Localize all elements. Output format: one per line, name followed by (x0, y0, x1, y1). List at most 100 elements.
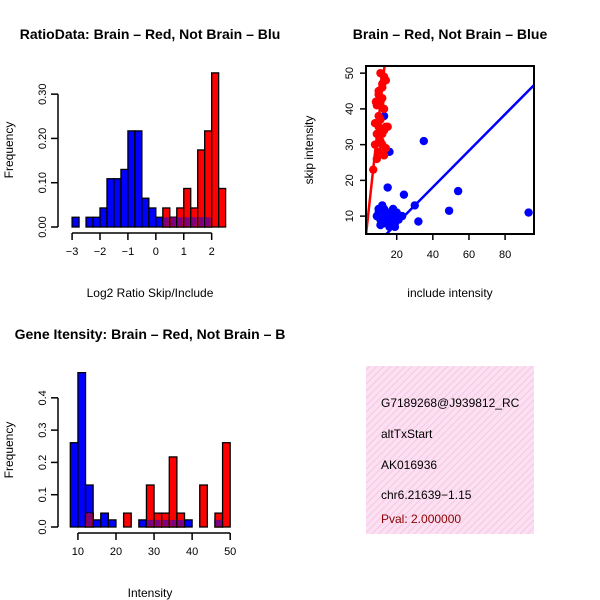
point-brain (383, 122, 392, 131)
bar-not-brain (106, 178, 115, 228)
point-not-brain (524, 208, 533, 217)
point-brain (378, 129, 387, 139)
intensity-histogram: Gene Itensity: Brain – Red, Not Brain – … (2, 326, 285, 600)
bar-overlap (163, 217, 169, 226)
bar-brain (168, 456, 178, 528)
bar-not-brain (138, 519, 148, 528)
point-not-brain (383, 183, 392, 192)
bar-not-brain (120, 168, 129, 228)
bar-not-brain (77, 371, 87, 528)
chart-title: Brain – Red, Not Brain – Blue (353, 26, 548, 42)
y-axis-label: skip intensity (302, 116, 316, 185)
y-axis-label: Frequency (2, 122, 16, 179)
x-tick-label: −2 (94, 246, 107, 258)
bar-overlap (162, 519, 169, 526)
y-tick-label: 0.4 (37, 390, 49, 405)
plot-frame (365, 65, 535, 235)
x-axis-label: Log2 Ratio Skip/Include (87, 286, 214, 300)
event-type: altTxStart (381, 427, 433, 441)
x-tick-label: 2 (209, 246, 215, 258)
bar-not-brain (99, 207, 108, 228)
info-panel: G7189268@J939812_RC altTxStart AK016936 … (366, 366, 534, 534)
x-tick-label: −3 (66, 246, 79, 258)
point-not-brain (414, 217, 423, 226)
x-axis-label: Intensity (128, 586, 173, 600)
point-not-brain (397, 211, 407, 221)
bar-not-brain (107, 519, 117, 528)
x-tick-label: 10 (72, 546, 84, 558)
info-panel-background (366, 366, 534, 534)
bar-overlap (86, 513, 93, 526)
chart-title: Gene Itensity: Brain – Red, Not Brain – … (15, 326, 286, 342)
point-not-brain (453, 186, 463, 196)
y-tick-label: 50 (344, 67, 356, 79)
bar-not-brain (92, 519, 102, 528)
x-tick-label: 40 (427, 249, 439, 261)
bar-brain (221, 442, 231, 528)
bar-not-brain (155, 216, 164, 228)
y-tick-label: 0.00 (37, 216, 49, 237)
point-not-brain (419, 136, 429, 146)
point-not-brain (388, 204, 398, 214)
y-tick-label: 10 (344, 210, 356, 222)
bar-not-brain (69, 442, 79, 528)
bar-overlap (170, 217, 176, 226)
point-not-brain (381, 210, 391, 219)
scatter-plot-area (366, 66, 534, 234)
y-tick-label: 30 (344, 139, 356, 151)
point-brain (379, 151, 389, 160)
bar-not-brain (100, 512, 110, 528)
bar-overlap (215, 519, 222, 526)
point-not-brain (444, 206, 454, 215)
point-brain (381, 144, 391, 153)
bar-overlap (184, 217, 190, 226)
x-axis-label: include intensity (407, 286, 492, 300)
bar-brain (217, 187, 227, 228)
bar-brain (199, 484, 209, 528)
bar-not-brain (127, 130, 136, 228)
x-tick-label: −1 (122, 246, 135, 258)
x-tick-label: 40 (186, 546, 198, 558)
ratio-histogram: RatioData: Brain – Red, Not Brain – Blu … (2, 26, 280, 300)
bar-not-brain (92, 216, 101, 228)
bar-brain (145, 484, 155, 528)
bar-not-brain (141, 197, 150, 228)
y-axis-label: Frequency (2, 422, 16, 479)
y-tick-label: 0.30 (37, 83, 49, 104)
bar-brain (197, 149, 206, 228)
x-tick-label: 20 (391, 249, 403, 261)
point-brain (379, 104, 389, 114)
pvalue: Pval: 2.000000 (381, 512, 461, 526)
fit-line-not-brain (384, 84, 534, 234)
y-tick-label: 20 (344, 174, 356, 186)
bar-overlap (198, 217, 204, 226)
bar-not-brain (148, 207, 157, 228)
x-tick-label: 50 (224, 546, 236, 558)
y-tick-label: 0.1 (37, 487, 49, 502)
x-tick-label: 1 (181, 246, 187, 258)
accession-id: AK016936 (381, 458, 437, 472)
x-tick-label: 80 (499, 249, 511, 261)
x-tick-label: 30 (148, 546, 160, 558)
bar-not-brain (85, 216, 94, 228)
bar-overlap (177, 217, 183, 226)
intensity-scatter: Brain – Red, Not Brain – Blue include in… (302, 26, 548, 300)
bar-overlap (191, 217, 197, 226)
bar-overlap (205, 217, 211, 226)
y-tick-label: 0.0 (37, 519, 49, 534)
y-tick-label: 40 (344, 103, 356, 115)
bar-brain (204, 130, 213, 228)
point-not-brain (378, 201, 387, 210)
bar-brain (211, 72, 220, 228)
bar-not-brain (183, 519, 193, 528)
bar-not-brain (113, 178, 122, 228)
bar-overlap (177, 519, 184, 526)
bar-overlap (155, 519, 161, 526)
y-tick-label: 0.10 (37, 172, 49, 193)
bar-overlap (170, 519, 176, 526)
y-tick-label: 0.20 (37, 128, 49, 149)
bar-overlap (147, 519, 154, 526)
chart-title: RatioData: Brain – Red, Not Brain – Blu (20, 26, 281, 42)
bar-not-brain (71, 216, 80, 228)
point-not-brain (399, 190, 409, 199)
